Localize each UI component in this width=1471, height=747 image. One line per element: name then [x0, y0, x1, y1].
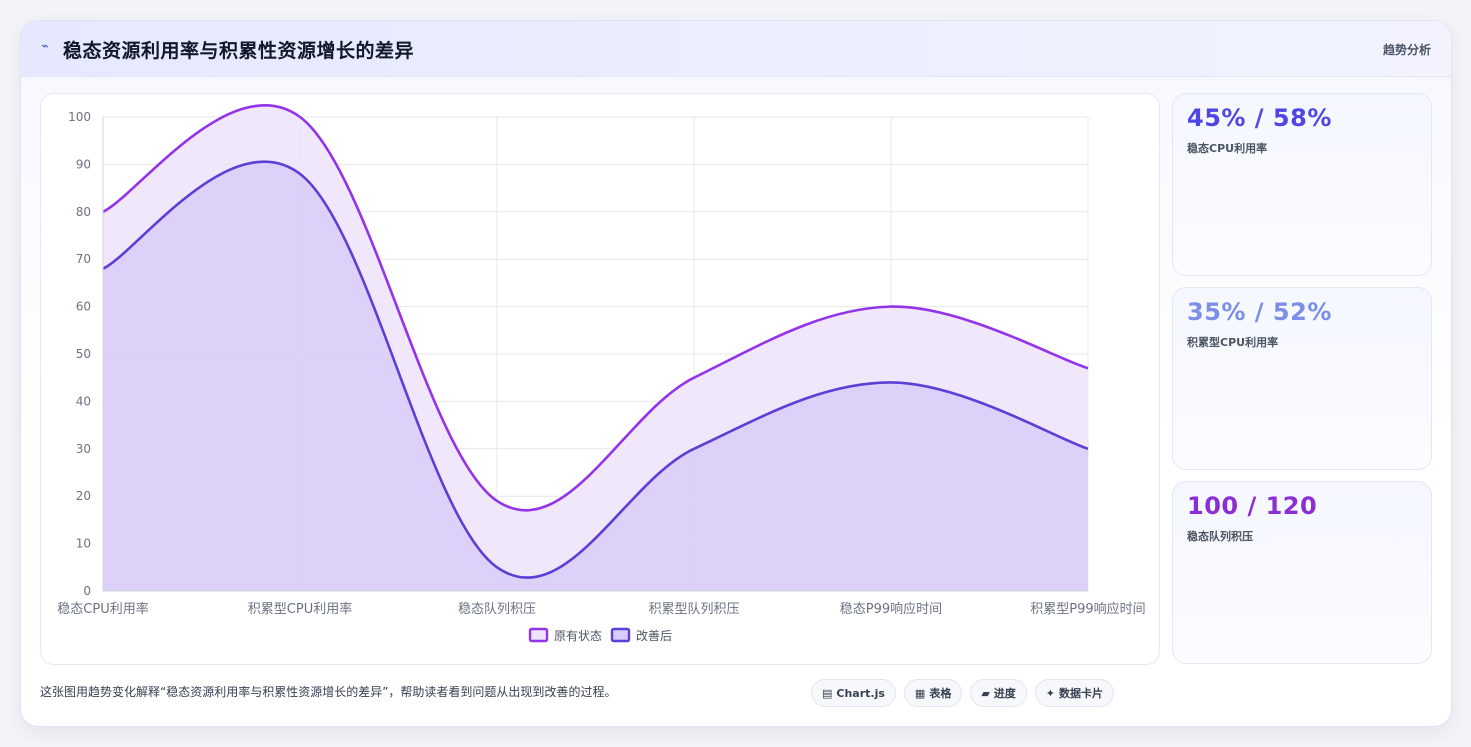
series-line-improved	[102, 160, 1089, 579]
card-header: ⌁ 稳态资源利用率与积累性资源增长的差异 趋势分析	[21, 21, 1451, 77]
stat-value: 35% / 52%	[1187, 298, 1332, 326]
y-tick-label: 10	[76, 537, 91, 551]
y-tick-label: 80	[76, 205, 91, 219]
y-tick-label: 70	[76, 252, 91, 266]
trend-icon: ⌁	[41, 39, 49, 54]
y-tick-label: 0	[83, 584, 91, 598]
x-tick-label: 积累型CPU利用率	[248, 601, 352, 617]
chip-data-cards[interactable]: ✦ 数据卡片	[1034, 679, 1115, 707]
y-tick-label: 100	[68, 110, 91, 124]
x-tick-label: 稳态CPU利用率	[57, 601, 148, 617]
stat-card-steady-cpu: 45% / 58% 稳态CPU利用率	[1172, 93, 1432, 276]
chart-card: ⌁ 稳态资源利用率与积累性资源增长的差异 趋势分析 0 10 20 30 40 50 60 7…	[20, 20, 1452, 727]
y-tick-label: 30	[76, 442, 91, 456]
x-tick-label: 积累型P99响应时间	[1030, 601, 1145, 617]
legend-label: 原有状态	[554, 629, 602, 643]
stat-card-steady-queue: 100 / 120 稳态队列积压	[1172, 481, 1432, 664]
y-tick-label: 60	[76, 300, 91, 314]
trend-analysis-tag: 趋势分析	[1382, 43, 1431, 57]
page-title: 稳态资源利用率与积累性资源增长的差异	[63, 40, 415, 62]
x-tick-label: 稳态队列积压	[458, 601, 536, 617]
chip-table[interactable]: ▦ 表格	[903, 679, 963, 707]
feature-chips: ▤ Chart.js ▦ 表格 ▰ 进度 ✦ 数据卡片	[811, 679, 1115, 707]
chart-panel: 0 10 20 30 40 50 60 70 80 90 100 稳态CPU利用率 积累型CPU利用率 稳…	[40, 93, 1160, 665]
stat-label: 积累型CPU利用率	[1187, 336, 1279, 349]
legend-label: 改善后	[636, 628, 672, 643]
table-icon: ▦	[914, 686, 926, 700]
series-area-improved	[103, 161, 1088, 592]
y-tick-label: 20	[76, 489, 91, 503]
chip-label: 表格	[929, 687, 952, 700]
chip-chartjs[interactable]: ▤ Chart.js	[811, 679, 896, 707]
legend-swatch	[610, 627, 631, 643]
y-tick-label: 40	[76, 394, 91, 408]
stat-card-accumulating-cpu: 35% / 52% 积累型CPU利用率	[1172, 287, 1432, 470]
chip-label: 数据卡片	[1059, 687, 1104, 700]
legend-swatch	[528, 627, 549, 643]
chart-caption: 这张图用趋势变化解释“稳态资源利用率与积累性资源增长的差异”，帮助读者看到问题从…	[40, 685, 617, 699]
area-chart: 0 10 20 30 40 50 60 70 80 90 100 稳态CPU利用率 积累型CPU利用率 稳…	[57, 104, 1146, 643]
chip-progress[interactable]: ▰ 进度	[970, 679, 1027, 707]
stat-label: 稳态队列积压	[1187, 530, 1253, 543]
stat-label: 稳态CPU利用率	[1187, 142, 1268, 155]
chip-label: 进度	[993, 687, 1016, 700]
chip-label: Chart.js	[836, 686, 885, 700]
x-tick-label: 积累型队列积压	[648, 602, 739, 617]
sparkle-icon: ✦	[1045, 686, 1056, 700]
chart-icon: ▤	[822, 686, 833, 700]
series-line-original	[102, 104, 1089, 512]
stat-value: 100 / 120	[1187, 492, 1318, 520]
x-tick-label: 稳态P99响应时间	[840, 601, 942, 617]
y-tick-label: 90	[76, 157, 91, 171]
y-tick-label: 50	[76, 347, 91, 361]
stat-value: 45% / 58%	[1187, 104, 1332, 132]
progress-icon: ▰	[981, 686, 990, 700]
